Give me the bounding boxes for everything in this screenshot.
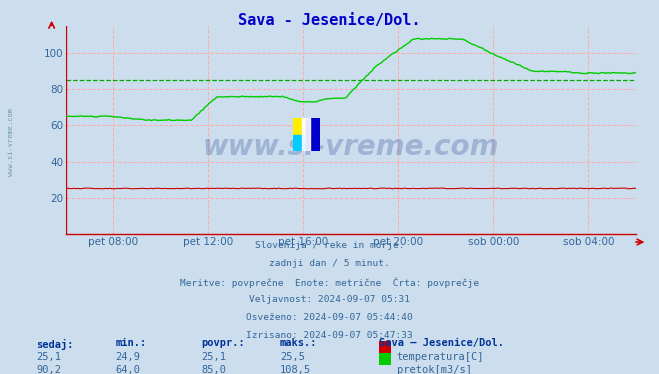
Text: Meritve: povprečne  Enote: metrične  Črta: povprečje: Meritve: povprečne Enote: metrične Črta:… [180, 277, 479, 288]
Text: pretok[m3/s]: pretok[m3/s] [397, 365, 472, 374]
Text: Sava – Jesenice/Dol.: Sava – Jesenice/Dol. [379, 338, 504, 349]
Text: 90,2: 90,2 [36, 365, 61, 374]
Polygon shape [302, 118, 310, 151]
Text: 64,0: 64,0 [115, 365, 140, 374]
Text: 24,9: 24,9 [115, 352, 140, 362]
Text: Izrisano: 2024-09-07 05:47:33: Izrisano: 2024-09-07 05:47:33 [246, 331, 413, 340]
Text: povpr.:: povpr.: [201, 338, 244, 349]
Text: sedaj:: sedaj: [36, 338, 74, 349]
Text: www.si-vreme.com: www.si-vreme.com [8, 108, 14, 176]
Text: 85,0: 85,0 [201, 365, 226, 374]
Bar [306, 118, 320, 151]
Text: Sava - Jesenice/Dol.: Sava - Jesenice/Dol. [239, 13, 420, 28]
Text: 25,5: 25,5 [280, 352, 305, 362]
Bar [293, 135, 306, 151]
Text: Veljavnost: 2024-09-07 05:31: Veljavnost: 2024-09-07 05:31 [249, 295, 410, 304]
Text: zadnji dan / 5 minut.: zadnji dan / 5 minut. [269, 259, 390, 268]
Text: Slovenija / reke in morje.: Slovenija / reke in morje. [255, 241, 404, 250]
Text: maks.:: maks.: [280, 338, 318, 349]
Text: www.si-vreme.com: www.si-vreme.com [203, 132, 499, 160]
Bar [293, 118, 306, 135]
Text: 25,1: 25,1 [201, 352, 226, 362]
Text: 25,1: 25,1 [36, 352, 61, 362]
Text: Osveženo: 2024-09-07 05:44:40: Osveženo: 2024-09-07 05:44:40 [246, 313, 413, 322]
Text: temperatura[C]: temperatura[C] [397, 352, 484, 362]
Text: min.:: min.: [115, 338, 146, 349]
Text: 108,5: 108,5 [280, 365, 311, 374]
